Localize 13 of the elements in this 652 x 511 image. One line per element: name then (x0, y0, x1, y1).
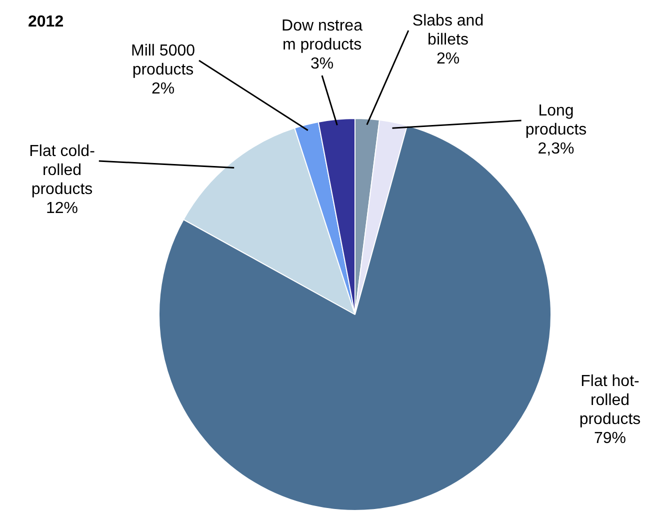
data-label: 2,3% (538, 140, 574, 158)
slice-label: Dow nstrea m products (282, 17, 363, 54)
data-label: 79% (594, 430, 626, 447)
data-label: 2% (436, 50, 460, 68)
data-label: 2% (151, 80, 175, 98)
slice-label: Long products (525, 102, 587, 138)
chart-title: 2012 (28, 13, 64, 30)
slice-label: Flat cold-rolled products (29, 142, 95, 198)
slice-label: Slabs and billets (412, 12, 484, 48)
slice-label: Mill 5000 products (130, 42, 196, 78)
data-label: 3% (310, 55, 334, 72)
data-label: 12% (46, 200, 78, 217)
slice-label: Flat hot-rolled products (579, 372, 641, 428)
